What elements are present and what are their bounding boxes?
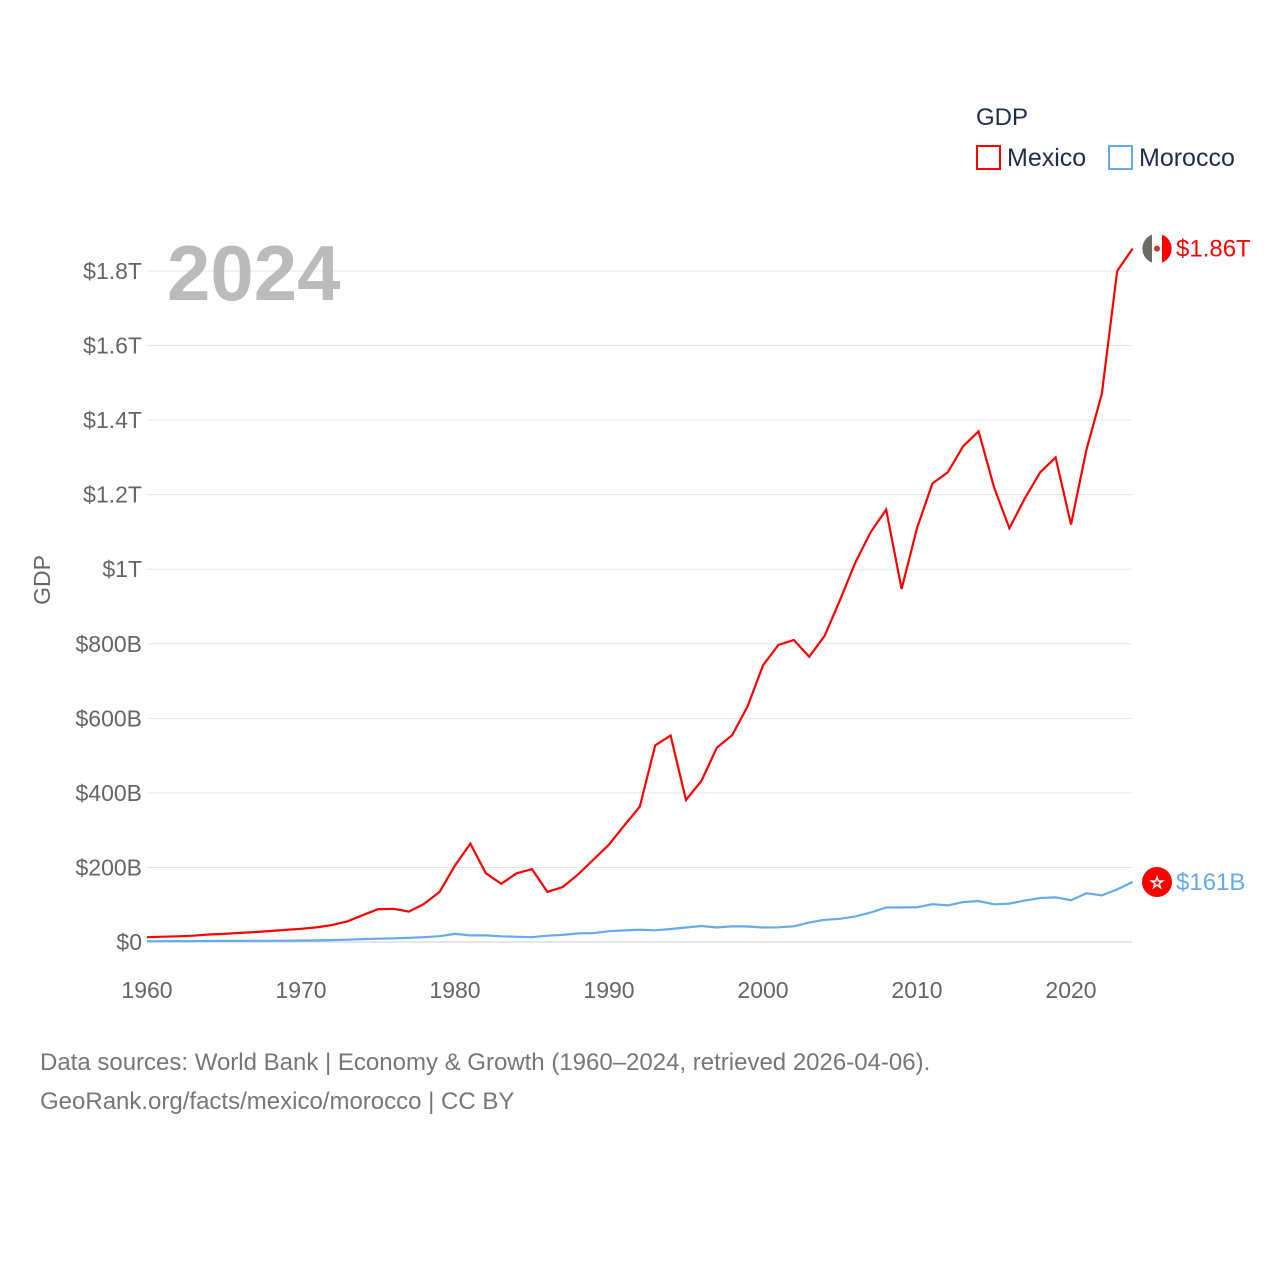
y-tick-label: $1.4T [83,407,142,433]
y-axis-label: GDP [29,555,55,605]
x-tick-label: 1990 [583,977,634,1003]
x-tick-label: 1980 [429,977,480,1003]
legend-title: GDP [976,104,1028,131]
x-tick-label: 2020 [1045,977,1096,1003]
y-tick-label: $1.2T [83,482,142,508]
end-value-label-morocco: $161B [1176,869,1245,896]
legend-item-morocco[interactable]: Morocco [1139,144,1235,172]
series-line-mexico[interactable] [146,247,1134,939]
x-tick-label: 1970 [275,977,326,1003]
series-line-morocco[interactable] [146,881,1134,943]
y-tick-label: $0 [116,929,142,955]
legend: GDP Mexico Morocco [976,104,1235,172]
end-value-label-mexico: $1.86T [1176,236,1251,263]
y-tick-label: $1.6T [83,333,142,359]
mexico-flag-icon [1142,233,1172,264]
y-tick-label: $1.8T [83,258,142,284]
x-axis-ticks: 1960 1970 1980 1990 2000 2010 2020 [121,977,1096,1003]
legend-swatch-mexico[interactable] [976,145,1001,170]
legend-swatch-morocco[interactable] [1108,145,1133,170]
svg-text:☆: ☆ [1150,875,1164,892]
y-tick-label: $1T [102,556,142,582]
series-end-labels: $1.86T ☆ $161B [1142,233,1251,897]
x-tick-label: 2010 [891,977,942,1003]
x-tick-label: 2000 [737,977,788,1003]
y-tick-label: $400B [75,780,142,806]
series-lines [146,247,1134,943]
grid [147,270,1132,943]
source-line: Data sources: World Bank | Economy & Gro… [40,1049,931,1076]
y-tick-label: $800B [75,631,142,657]
year-watermark: 2024 [167,229,341,317]
y-tick-label: $600B [75,705,142,731]
y-tick-label: $200B [75,854,142,880]
data-source-note: Data sources: World Bank | Economy & Gro… [40,1043,930,1121]
legend-item-mexico[interactable]: Mexico [1007,144,1086,172]
y-axis-ticks: $0 $200B $400B $600B $800B $1T $1.2T $1.4T $1.6T… [75,258,142,955]
attribution-link[interactable]: GeoRank.org/facts/mexico/morocco | CC BY [40,1088,515,1115]
morocco-flag-icon: ☆ [1142,866,1172,897]
gdp-line-chart: 2024 $0 $200B $400B $600B $800B $1T $1.2T $1.4T… [29,104,1251,1003]
x-tick-label: 1960 [121,977,172,1003]
